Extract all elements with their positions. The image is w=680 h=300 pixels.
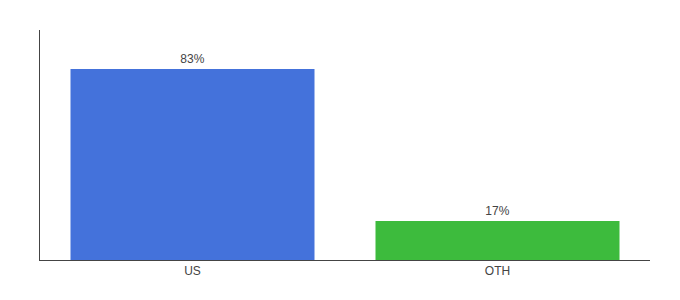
svg-text:17%: 17% bbox=[485, 204, 509, 218]
svg-text:OTH: OTH bbox=[485, 264, 510, 278]
svg-text:83%: 83% bbox=[180, 52, 204, 66]
svg-text:US: US bbox=[184, 264, 201, 278]
